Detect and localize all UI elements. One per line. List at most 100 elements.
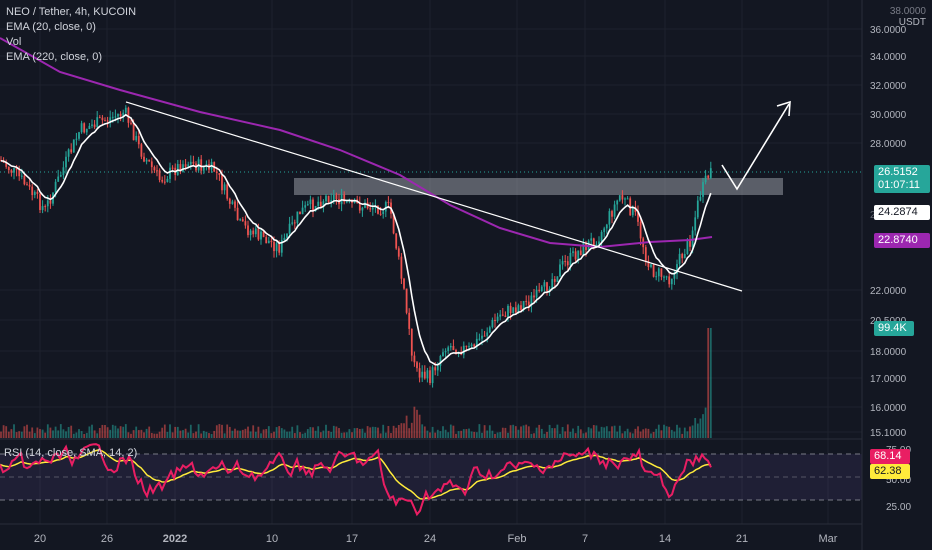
candle-body [275,243,278,252]
volume-bar [462,429,465,438]
candle-body [54,181,57,193]
volume-bar [18,431,21,438]
candle-body [140,144,143,157]
volume-bar [369,427,372,438]
projection-arrow[interactable] [721,103,790,191]
volume-bar [353,428,356,438]
volume-bar [59,424,62,438]
trend-line[interactable] [125,101,743,292]
volume-bar [507,432,509,438]
volume-bar [135,426,138,438]
volume-bar [117,428,119,438]
volume-bar [366,426,369,438]
volume-bar [392,425,395,438]
volume-bar [293,433,296,438]
volume-bar [663,424,665,438]
volume-bar [613,425,616,438]
candle-body [434,367,437,371]
candle-body [215,171,218,174]
volume-bar [514,426,517,438]
candle-body [101,117,104,121]
volume-bar [676,424,678,438]
candle-body [72,139,75,153]
volume-bar [85,432,88,438]
volume-bar [322,430,325,438]
volume-bar [221,424,223,438]
symbol-title[interactable]: NEO / Tether, 4h, KUCOIN [6,6,137,18]
candle-body [553,279,556,282]
time-axis-label: 2022 [163,533,187,545]
volume-bar [629,432,632,438]
price-axis-label: 34.0000 [870,52,907,63]
candle-body [707,175,710,178]
candle-body [44,206,47,208]
chart-grid [0,0,862,524]
ema-20-line [0,113,712,366]
volume-bar [98,427,101,438]
volume-bar [278,426,281,438]
volume-bar [421,424,424,438]
candle-body [663,276,665,278]
candle-body [694,217,697,231]
volume-bar [62,429,65,438]
volume-bar [169,424,171,438]
volume-bar [124,424,127,438]
candle-body [395,233,398,249]
candle-body [410,328,413,356]
volume-bar [67,427,70,438]
candle-body [520,305,522,310]
volume-bar [195,431,197,438]
volume-bar [413,406,416,438]
rsi-band [0,454,862,500]
volume-bar [205,431,208,438]
candle-body [182,164,184,172]
ema220-legend[interactable]: EMA (220, close, 0) [6,51,102,63]
candle-body [624,198,626,200]
candle-body [31,186,34,196]
candle-body [319,201,322,207]
volume-bar [371,426,374,438]
candle-body [75,138,78,140]
candle-body [330,200,333,203]
candle-body [582,242,585,256]
ema220-badge: 22.8740 [874,233,930,248]
volume-bar [137,430,140,438]
volume-bar [416,409,418,438]
volume-bar [616,431,619,438]
candle-body [223,184,226,191]
resistance-zone[interactable] [294,178,783,195]
vol-legend[interactable]: Vol [6,36,22,48]
volume-bar [101,424,104,438]
rsi-legend[interactable]: RSI (14, close, SMA, 14, 2) [4,447,138,459]
candle-body [20,175,23,177]
volume-bar [39,429,41,438]
candle-body [470,344,473,347]
candle-body [163,181,166,183]
price-axis-label: 16.0000 [870,403,907,414]
time-axis-label: 24 [424,533,436,545]
candle-body [704,175,707,183]
volume-bar [618,425,621,438]
candle-body [572,251,574,253]
volume-bar [522,425,525,438]
volume-bar [265,429,268,438]
ema20-legend[interactable]: EMA (20, close, 0) [6,21,96,33]
volume-bar [577,425,580,438]
candle-body [278,243,281,253]
price-axis-label: 30.0000 [870,110,907,121]
volume-bar [481,432,483,438]
volume-bar [5,426,8,438]
volume-bar [273,431,275,438]
volume-bar [598,431,600,438]
volume-bar [696,423,699,438]
candle-body [364,202,366,208]
volume-bar [387,425,390,438]
volume-bar [483,425,486,438]
candle-body [462,345,465,355]
candle-body [23,175,26,185]
volume-bar [7,431,10,438]
candle-body [358,203,361,211]
volume-bar [340,432,343,438]
candle-body [527,301,530,306]
